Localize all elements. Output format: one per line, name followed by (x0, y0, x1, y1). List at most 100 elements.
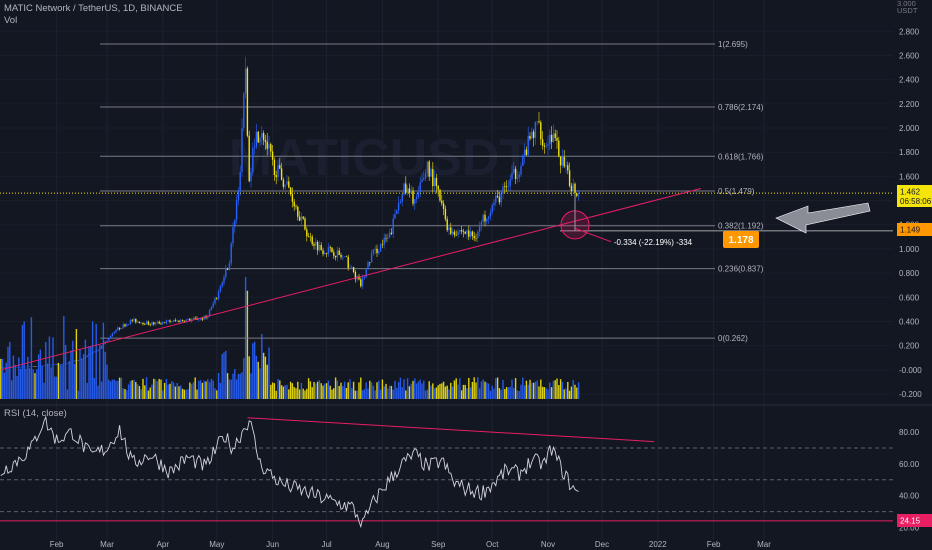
volume-bar (558, 385, 560, 399)
volume-bar (505, 387, 508, 399)
candle-body (315, 241, 317, 246)
volume-bar (513, 387, 515, 399)
volume-bar (55, 376, 58, 399)
candle-body (543, 145, 546, 147)
volume-bar (25, 368, 27, 399)
candle-body (158, 321, 160, 324)
volume-bar (455, 378, 457, 399)
candle-body (250, 172, 252, 182)
volume-bar (174, 386, 177, 399)
x-tick-label: Dec (595, 540, 609, 549)
volume-bar (453, 380, 456, 399)
candle-body (554, 133, 556, 138)
volume-label[interactable]: Vol (4, 15, 18, 26)
candle-body (244, 68, 247, 94)
volume-bar (160, 379, 162, 399)
candle-body (48, 364, 51, 366)
candle-body (358, 276, 360, 280)
volume-bar (559, 379, 562, 399)
drawings[interactable] (0, 187, 893, 371)
candle-body (279, 165, 281, 169)
rsi-y-tick-label: 60.00 (899, 460, 920, 469)
volume-bar (167, 384, 169, 399)
volume-bar (172, 382, 175, 399)
volume-bar (498, 388, 501, 399)
candle-body (266, 141, 268, 149)
volume-bar (248, 356, 250, 399)
candle-body (306, 229, 308, 237)
volume-bar (401, 387, 403, 399)
volume-bar (540, 379, 542, 399)
volume-bar (450, 382, 452, 399)
volume-bar (383, 386, 385, 399)
volume-bar (162, 390, 164, 399)
y-tick-label: 0.600 (899, 293, 920, 302)
candle-body (415, 196, 418, 200)
volume-bar (477, 377, 479, 399)
candle-body (522, 155, 524, 167)
volume-bar (466, 388, 468, 399)
volume-bar (343, 381, 346, 399)
volume-bar (347, 382, 349, 399)
volume-bar (99, 345, 101, 399)
candle-body (378, 251, 380, 254)
level-price-tag: 1.149 (900, 226, 921, 235)
fib-level-label: 0.5(1.479) (718, 187, 755, 196)
volume-bar (325, 383, 328, 399)
target-price-label: 1.178 (728, 235, 753, 246)
volume-bar (10, 380, 13, 399)
volume-bar (145, 377, 148, 399)
y-tick-label: 2.200 (899, 100, 920, 109)
candle-body (442, 203, 445, 209)
candle-body (444, 208, 447, 220)
candle-body (451, 231, 454, 234)
candle-body (1, 367, 4, 369)
rsi-title[interactable]: RSI (14, close) (4, 408, 67, 419)
candle-body (252, 148, 254, 173)
volume-bar (433, 388, 436, 399)
rsi-line (0, 415, 579, 529)
candle-body (536, 121, 538, 122)
level-price-tag-bg (897, 223, 932, 236)
candle-body (201, 318, 204, 320)
candle-body (207, 316, 209, 318)
volume-bar (333, 388, 335, 399)
volume-bar (320, 383, 322, 399)
candle-body (14, 366, 16, 368)
candle-body (484, 214, 486, 222)
candle-body (138, 321, 141, 324)
candle-body (57, 364, 60, 365)
volume-bar (252, 343, 254, 399)
volume-bar (120, 377, 123, 399)
volume-bar (424, 390, 427, 399)
candle-body (39, 365, 42, 367)
volume-bar (527, 384, 529, 399)
candle-body (30, 366, 33, 368)
volume-bar (522, 377, 524, 399)
volume-bar (59, 365, 61, 399)
y-tick-label: 2.600 (899, 51, 920, 60)
arrow-annotation (775, 202, 871, 234)
candle-body (111, 333, 114, 337)
bar-countdown: 06:58:06 (900, 197, 932, 206)
volume-bar (126, 390, 128, 399)
volume-bar (46, 363, 49, 399)
chart-title[interactable]: MATIC Network / TetherUS, 1D, BINANCE (4, 3, 183, 14)
volume-bar (63, 316, 65, 399)
volume-bar (516, 390, 519, 399)
candle-body (50, 364, 52, 366)
volume-bar (88, 346, 90, 399)
candle-body (271, 151, 274, 160)
volume-bar (298, 389, 301, 399)
candle-body (145, 321, 148, 325)
candle-body (63, 363, 65, 365)
volume-bar (131, 380, 133, 399)
candle-body (127, 324, 130, 325)
candle-body (549, 134, 551, 145)
volume-bar (507, 387, 510, 399)
candle-body (255, 131, 258, 147)
fibonacci-retracement[interactable]: 1(2.695) 0.786(2.174) 0.618(1.766) 0.5(1.47… (100, 40, 764, 343)
candle-body (95, 350, 97, 352)
volume-bar (234, 369, 236, 399)
